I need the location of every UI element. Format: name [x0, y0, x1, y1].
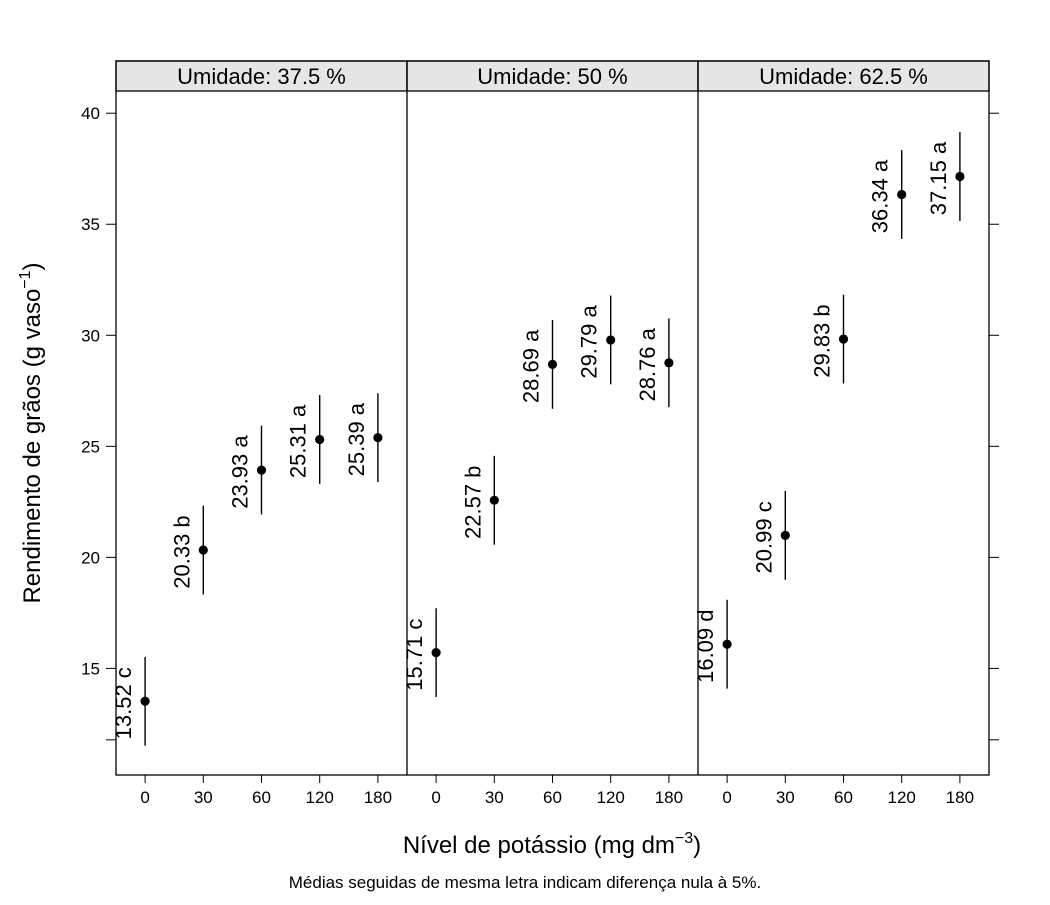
- y-axis-title-main: Rendimento de grãos (g vaso: [19, 289, 46, 604]
- panel: Umidade: 50 % 0 30 60 120 180 15.71 c 22.57 b 28…: [402, 60, 699, 807]
- data-point: [489, 495, 499, 505]
- y-tick-label: 35: [81, 215, 100, 234]
- data-point: [606, 335, 616, 345]
- data-label: 22.57 b: [460, 466, 485, 539]
- x-tick-label: 180: [364, 788, 392, 807]
- data-point: [838, 334, 849, 344]
- data-label: 37.15 a: [926, 141, 951, 215]
- panel: Umidade: 37.5 % 0 30 60 120 180 13.52 c 20.33 b…: [111, 60, 408, 807]
- x-tick-label: 120: [888, 788, 916, 807]
- data-label: 20.99 c: [751, 501, 776, 573]
- data-label: 20.33 b: [169, 515, 194, 588]
- data-point: [897, 189, 907, 200]
- x-tick-label: 120: [597, 788, 625, 807]
- x-tick-label: 30: [485, 788, 504, 807]
- data-label: 13.52 c: [111, 667, 136, 739]
- data-point: [140, 696, 150, 706]
- data-point: [547, 359, 558, 369]
- data-label: 28.69 a: [519, 329, 544, 403]
- x-axis-title-close: ): [693, 832, 701, 859]
- x-axis-title-sup: −3: [675, 830, 693, 847]
- data-label: 16.09 d: [693, 609, 718, 682]
- data-label: 29.83 b: [810, 304, 835, 377]
- panel-strip-label: Umidade: 37.5 %: [177, 64, 346, 89]
- data-point: [198, 545, 208, 555]
- y-tick-label: 25: [81, 437, 100, 456]
- data-label: 29.79 a: [577, 304, 602, 378]
- data-point: [373, 433, 383, 443]
- x-tick-label: 0: [431, 788, 440, 807]
- data-label: 36.34 a: [868, 159, 893, 233]
- y-tick-label: 15: [81, 659, 100, 678]
- x-tick-label: 120: [306, 788, 334, 807]
- data-point: [955, 171, 965, 182]
- y-axis-title-sup: −1: [17, 270, 34, 288]
- data-point: [315, 434, 325, 445]
- data-point: [722, 639, 732, 649]
- x-tick-label: 60: [252, 788, 271, 807]
- x-axis-title: Nível de potássio (mg dm−3): [403, 830, 701, 859]
- x-tick-label: 60: [543, 788, 562, 807]
- data-point: [780, 530, 790, 540]
- x-tick-label: 30: [194, 788, 213, 807]
- y-tick-label: 30: [81, 326, 100, 345]
- panel: Umidade: 62.5 % 0 30 60 120 180 16.09 d 20.99 c…: [693, 60, 990, 807]
- plot-frame: [115, 60, 990, 776]
- data-label: 25.39 a: [344, 402, 369, 476]
- data-label: 25.31 a: [286, 404, 311, 478]
- x-tick-label: 180: [655, 788, 683, 807]
- x-tick-label: 30: [776, 788, 795, 807]
- data-label: 28.76 a: [635, 327, 660, 401]
- data-label: 23.93 a: [228, 435, 253, 509]
- x-tick-label: 0: [722, 788, 731, 807]
- axes-layer: 15 20 25 30 35 40: [81, 60, 999, 776]
- footnote: Médias seguidas de mesma letra indicam d…: [289, 873, 761, 892]
- x-tick-label: 0: [140, 788, 149, 807]
- y-axis-title: Rendimento de grãos (g vaso−1): [17, 262, 46, 603]
- y-tick-label: 20: [81, 548, 100, 567]
- data-point: [256, 465, 267, 475]
- x-axis-title-main: Nível de potássio (mg dm: [403, 832, 675, 859]
- panel-strip-label: Umidade: 62.5 %: [759, 64, 928, 89]
- y-axis-title-close: ): [19, 262, 46, 270]
- panel-strip-label: Umidade: 50 %: [477, 64, 627, 89]
- data-point: [431, 648, 441, 658]
- x-tick-label: 180: [946, 788, 974, 807]
- x-tick-label: 60: [834, 788, 853, 807]
- data-label: 15.71 c: [402, 619, 427, 691]
- y-tick-label: 40: [81, 104, 100, 123]
- panels-layer: Umidade: 37.5 % 0 30 60 120 180 13.52 c 20.33 b…: [111, 60, 990, 807]
- data-point: [664, 358, 674, 368]
- panel-strip: [115, 60, 408, 92]
